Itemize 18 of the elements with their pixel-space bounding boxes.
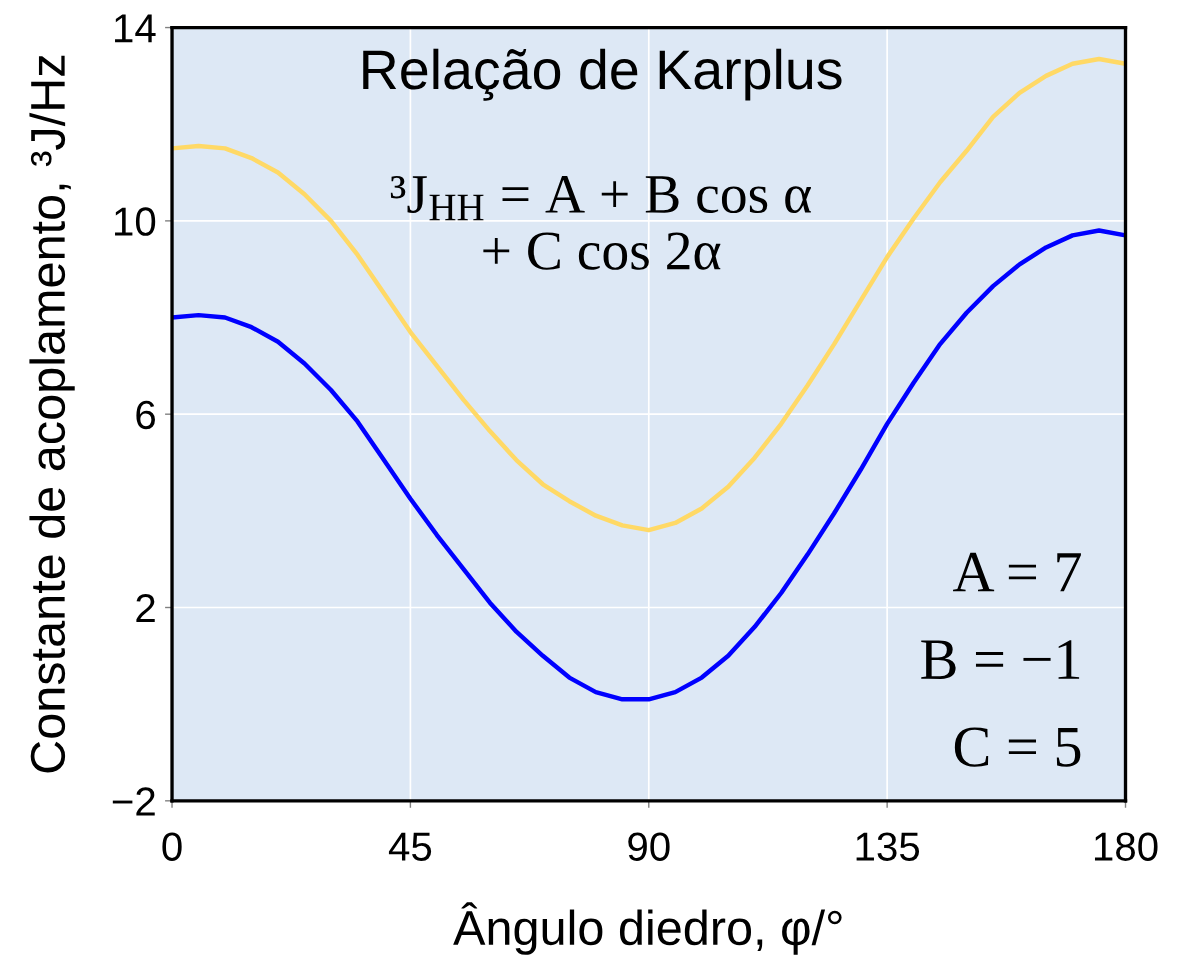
x-tick-label: 90 — [628, 832, 670, 861]
annotation: A = 7 — [953, 552, 1081, 592]
x-tick-label: 45 — [388, 832, 432, 861]
y-tick-label: 14 — [115, 14, 156, 43]
x-tick-label: 0 — [162, 832, 182, 861]
y-tick-label: 6 — [136, 400, 155, 430]
annotation: B = −1 — [921, 640, 1080, 679]
x-tick-label: 180 — [1094, 832, 1158, 861]
y-tick-label: 2 — [136, 593, 155, 623]
x-tick-label: 135 — [856, 832, 920, 861]
line-series — [172, 228, 1126, 702]
y-tick-label: 10 — [115, 207, 156, 236]
y-axis-title: Constante de acoplamento, ³J/Hz — [29, 55, 75, 773]
annotation: ³J$_{HH}$ = A + B cos α + C cos 2α — [390, 175, 811, 270]
chart-title: Relação de Karplus — [363, 48, 842, 101]
x-axis-title: Ângulo diedro, φ/° — [453, 902, 842, 955]
y-tick-label: −2 — [112, 787, 155, 816]
annotation: C = 5 — [954, 727, 1081, 767]
